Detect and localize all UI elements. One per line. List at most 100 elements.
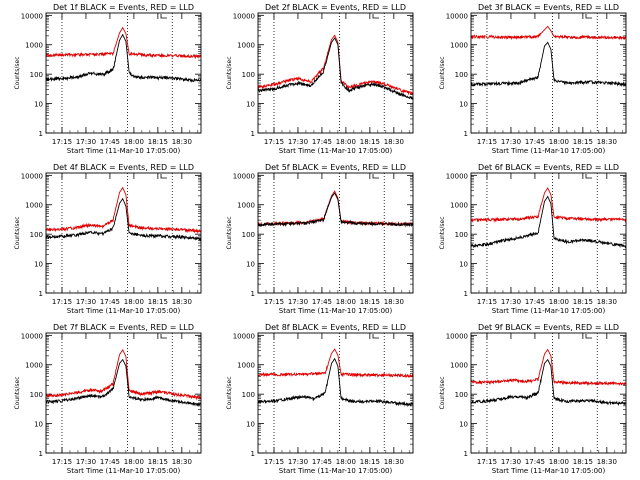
plot-frame — [257, 332, 414, 454]
x-tick-label: 17:30 — [288, 458, 308, 466]
chart-title: Det 4f BLACK = Events, RED = LLD — [53, 163, 194, 172]
y-tick-label: 1000 — [237, 42, 255, 50]
x-tick-label: 17:45 — [312, 138, 332, 146]
x-tick-label: 17:15 — [477, 458, 497, 466]
x-tick-label: 17:30 — [501, 138, 521, 146]
x-tick-label: 17:30 — [501, 298, 521, 306]
y-tick-label: 1 — [464, 290, 468, 298]
x-tick-label: 18:30 — [384, 298, 404, 306]
x-axis-label: Start Time (11-Mar-10 17:05:00) — [492, 307, 606, 315]
y-tick-label: 10 — [459, 421, 468, 429]
y-tick-label: 1 — [464, 130, 468, 138]
x-tick-label: 18:30 — [597, 138, 617, 146]
x-tick-label: 17:15 — [52, 298, 72, 306]
x-tick-label: 17:30 — [288, 298, 308, 306]
x-tick-label: 18:00 — [336, 138, 356, 146]
x-tick-label: 18:00 — [124, 458, 144, 466]
plot-frame — [45, 172, 202, 294]
y-tick-label: 10 — [246, 101, 255, 109]
y-axis-label: Counts/sec — [14, 216, 21, 249]
x-tick-label: 18:00 — [124, 138, 144, 146]
x-tick-label: 18:00 — [549, 138, 569, 146]
x-tick-label: 17:15 — [264, 298, 284, 306]
x-axis-label: Start Time (11-Mar-10 17:05:00) — [279, 307, 393, 315]
x-tick-label: 17:45 — [100, 138, 120, 146]
y-tick-label: 10000 — [21, 172, 43, 180]
plot-frame — [470, 172, 627, 294]
chart-panel-4: Det 4f BLACK = Events, RED = LLD 1 10 100 10… — [14, 163, 202, 315]
series-line-events — [470, 195, 627, 249]
y-tick-label: 100 — [242, 231, 255, 239]
y-tick-label: 10 — [246, 261, 255, 269]
x-tick-label: 18:30 — [172, 138, 192, 146]
y-tick-label: 10000 — [233, 172, 255, 180]
y-tick-label: 10 — [34, 261, 43, 269]
corner-marker — [160, 174, 167, 179]
x-tick-label: 18:15 — [573, 458, 593, 466]
x-axis-label: Start Time (11-Mar-10 17:05:00) — [492, 467, 606, 475]
series-line-lld — [258, 190, 414, 228]
y-tick-label: 100 — [242, 391, 255, 399]
y-axis-label: Counts/sec — [226, 56, 233, 89]
y-tick-label: 10 — [34, 421, 43, 429]
chart-title: Det 7f BLACK = Events, RED = LLD — [53, 323, 194, 332]
y-tick-label: 10 — [459, 261, 468, 269]
y-tick-label: 10 — [34, 101, 43, 109]
y-tick-label: 1000 — [450, 42, 468, 50]
y-tick-label: 100 — [30, 71, 43, 79]
series-line-events — [45, 358, 202, 407]
y-tick-label: 1 — [464, 450, 468, 458]
corner-marker — [585, 334, 592, 339]
x-tick-label: 18:00 — [549, 458, 569, 466]
x-tick-label: 17:45 — [312, 458, 332, 466]
x-tick-label: 18:15 — [360, 298, 380, 306]
x-tick-label: 17:45 — [100, 458, 120, 466]
x-tick-label: 18:00 — [549, 298, 569, 306]
corner-marker — [585, 174, 592, 179]
series-line-lld — [470, 25, 627, 41]
plot-frame — [45, 332, 202, 454]
series-line-events — [257, 192, 414, 228]
chart-panel-1: Det 1f BLACK = Events, RED = LLD 1 10 100 10… — [14, 3, 202, 155]
series-line-lld — [45, 349, 202, 401]
corner-marker — [585, 14, 592, 19]
chart-panel-7: Det 7f BLACK = Events, RED = LLD 1 10 100 10… — [14, 323, 202, 475]
x-tick-label: 17:45 — [312, 298, 332, 306]
x-tick-label: 17:15 — [52, 138, 72, 146]
x-tick-label: 17:30 — [501, 458, 521, 466]
series-line-events — [470, 41, 627, 88]
y-axis-label: Counts/sec — [439, 56, 446, 89]
y-axis-label: Counts/sec — [226, 216, 233, 249]
x-tick-label: 18:15 — [148, 138, 168, 146]
corner-marker — [160, 334, 167, 339]
chart-title: Det 2f BLACK = Events, RED = LLD — [265, 3, 406, 12]
x-tick-label: 17:30 — [76, 138, 96, 146]
x-axis-label: Start Time (11-Mar-10 17:05:00) — [67, 307, 181, 315]
y-axis-label: Counts/sec — [14, 376, 21, 409]
x-tick-label: 18:15 — [573, 138, 593, 146]
series-line-events — [257, 357, 414, 408]
series-line-events — [45, 197, 202, 242]
x-tick-label: 18:30 — [172, 298, 192, 306]
y-tick-label: 1000 — [450, 202, 468, 210]
y-tick-label: 10000 — [233, 12, 255, 20]
x-axis-label: Start Time (11-Mar-10 17:05:00) — [279, 147, 393, 155]
y-axis-label: Counts/sec — [14, 56, 21, 89]
x-tick-label: 17:15 — [477, 298, 497, 306]
y-tick-label: 100 — [455, 231, 468, 239]
x-tick-label: 18:00 — [124, 298, 144, 306]
corner-marker — [372, 334, 379, 339]
series-line-lld — [257, 348, 414, 378]
y-tick-label: 100 — [30, 391, 43, 399]
x-tick-label: 18:15 — [360, 458, 380, 466]
series-line-lld — [257, 34, 414, 96]
x-tick-label: 17:30 — [76, 298, 96, 306]
series-line-events — [257, 37, 414, 100]
y-tick-label: 1 — [251, 290, 255, 298]
series-line-events — [45, 33, 202, 84]
y-tick-label: 10000 — [21, 12, 43, 20]
x-axis-label: Start Time (11-Mar-10 17:05:00) — [279, 467, 393, 475]
chart-panel-8: Det 8f BLACK = Events, RED = LLD 1 10 100 10… — [226, 323, 414, 475]
chart-panel-6: Det 6f BLACK = Events, RED = LLD 1 10 100 10… — [439, 163, 627, 315]
